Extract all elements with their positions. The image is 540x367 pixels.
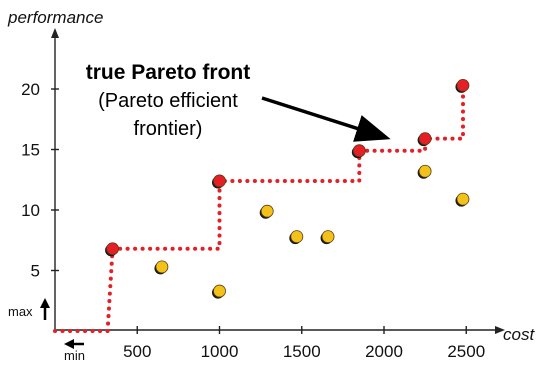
- y-tick-label: 10: [21, 201, 40, 220]
- pareto-point: [352, 144, 366, 158]
- dominated-point: [456, 192, 470, 206]
- left-arrow-icon: [64, 339, 74, 349]
- min-direction: min: [64, 339, 85, 363]
- pareto-front-line: [53, 83, 465, 333]
- x-tick-label: 1000: [201, 342, 239, 361]
- up-arrow-icon: [40, 298, 50, 308]
- axes: [51, 28, 505, 334]
- dominated-point: [321, 230, 335, 244]
- x-axis-label: cost: [503, 325, 535, 344]
- min-label: min: [64, 348, 85, 363]
- max-label: max: [8, 304, 33, 319]
- x-tick-label: 2000: [365, 342, 403, 361]
- max-direction: max: [8, 298, 50, 320]
- x-tick-label: 2500: [447, 342, 485, 361]
- dominated-points: [154, 164, 470, 299]
- y-axis-label: performance: [7, 8, 103, 27]
- pareto-point: [456, 78, 470, 92]
- x-tick-label: 1500: [283, 342, 321, 361]
- annotation-subtitle-line-2: frontier): [134, 118, 203, 140]
- pareto-points: [105, 78, 470, 257]
- y-ticks: 5 10 15 20: [21, 80, 59, 281]
- dominated-point: [213, 284, 226, 298]
- y-tick-label: 15: [21, 141, 40, 160]
- x-axis-arrow: [495, 326, 505, 334]
- annotation-arrow: [261, 96, 391, 142]
- pareto-point: [213, 174, 226, 188]
- dominated-point: [260, 204, 274, 218]
- x-tick-label: 500: [123, 342, 151, 361]
- dominated-point: [418, 164, 432, 178]
- annotation: true Pareto front (Pareto efficient fron…: [86, 61, 391, 142]
- dominated-point: [290, 230, 304, 244]
- annotation-subtitle-line-1: (Pareto efficient: [98, 90, 238, 112]
- pareto-point: [418, 132, 432, 146]
- y-tick-label: 5: [31, 262, 40, 281]
- y-tick-label: 20: [21, 80, 40, 99]
- x-ticks: 500 1000 1500 2000 2500: [123, 326, 485, 361]
- dominated-point: [155, 260, 169, 274]
- pareto-point: [106, 242, 119, 256]
- y-axis-arrow: [51, 28, 59, 38]
- annotation-title: true Pareto front: [86, 61, 251, 84]
